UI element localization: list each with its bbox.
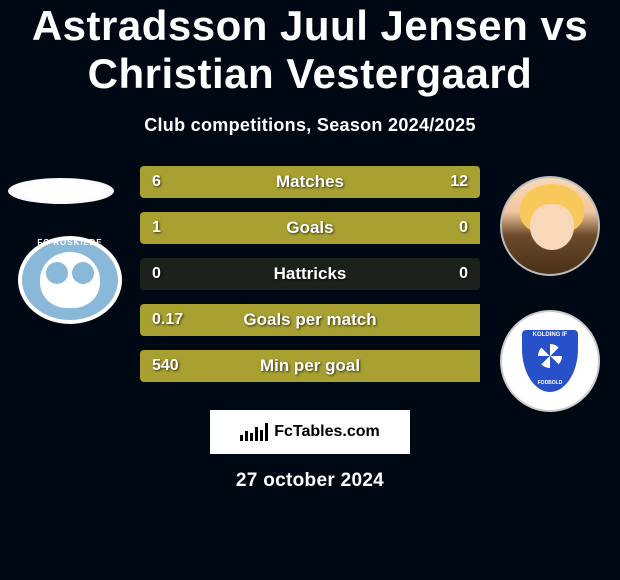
player-right-avatar [500,176,600,276]
stats-list: 6Matches121Goals00Hattricks00.17Goals pe… [140,166,480,382]
team-left-logo: FC ROSKILDE [18,236,122,324]
stat-row: 540Min per goal [140,350,480,382]
player-left-avatar [8,178,114,204]
stat-label: Min per goal [140,356,480,376]
stat-label: Hattricks [140,264,480,284]
stat-row: 1Goals0 [140,212,480,244]
owl-icon [40,252,100,308]
subtitle: Club competitions, Season 2024/2025 [0,115,620,136]
stat-row: 0.17Goals per match [140,304,480,336]
team-right-logo: KOLDING IF FODBOLD [500,310,600,412]
stat-row: 0Hattricks0 [140,258,480,290]
stat-row: 6Matches12 [140,166,480,198]
team-right-name-top: KOLDING IF [533,332,568,338]
main-area: FC ROSKILDE KOLDING IF FODBOLD 6Matches1… [0,166,620,382]
stat-label: Goals [140,218,480,238]
stat-value-right: 0 [459,265,468,283]
page-title: Astradsson Juul Jensen vs Christian Vest… [0,0,620,99]
stat-label: Matches [140,172,480,192]
bars-icon [240,423,268,441]
shield-icon: KOLDING IF FODBOLD [522,330,578,392]
date-label: 27 october 2024 [0,470,620,492]
team-right-name-bottom: FODBOLD [538,380,563,386]
brand-text: FcTables.com [274,423,380,441]
brand-badge: FcTables.com [210,410,410,454]
stat-value-right: 12 [450,173,468,191]
comparison-card: Astradsson Juul Jensen vs Christian Vest… [0,0,620,580]
stat-value-right: 0 [459,219,468,237]
team-left-name: FC ROSKILDE [37,238,102,247]
stat-label: Goals per match [140,310,480,330]
